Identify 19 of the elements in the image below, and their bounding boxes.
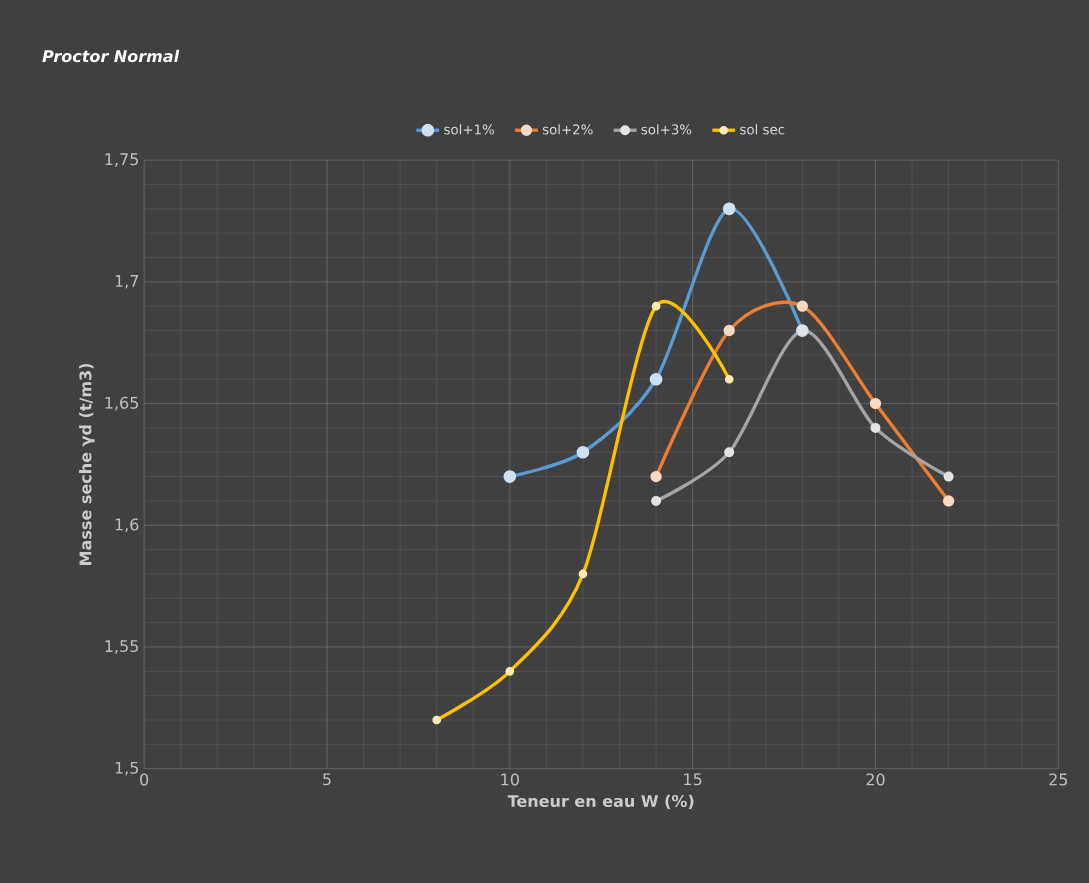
legend-label: sol+1%: [444, 123, 494, 135]
y-tick-label: 1,7: [115, 274, 139, 289]
x-tick-label: 15: [684, 773, 702, 786]
x-tick-label: 20: [866, 773, 885, 786]
y-axis-title: Masse seche γd (t/m3): [79, 363, 95, 565]
y-tick-label: 1,5: [115, 761, 139, 776]
y-tick-label: 1,65: [105, 396, 139, 411]
chart-title: Proctor Normal: [42, 49, 180, 63]
x-tick-label: 25: [1049, 773, 1068, 786]
x-axis-title: Teneur en eau W (%): [507, 794, 694, 809]
legend-label: sol sec: [740, 123, 785, 135]
legend-label: sol+2%: [542, 123, 593, 135]
y-tick-label: 1,75: [105, 153, 139, 167]
y-tick-label: 1,55: [105, 639, 139, 654]
legend-label: sol+3%: [641, 123, 692, 135]
x-tick-label: 5: [323, 773, 331, 786]
x-tick-label: 10: [501, 773, 519, 786]
y-tick-label: 1,6: [115, 518, 139, 532]
x-tick-label: 0: [140, 773, 149, 786]
